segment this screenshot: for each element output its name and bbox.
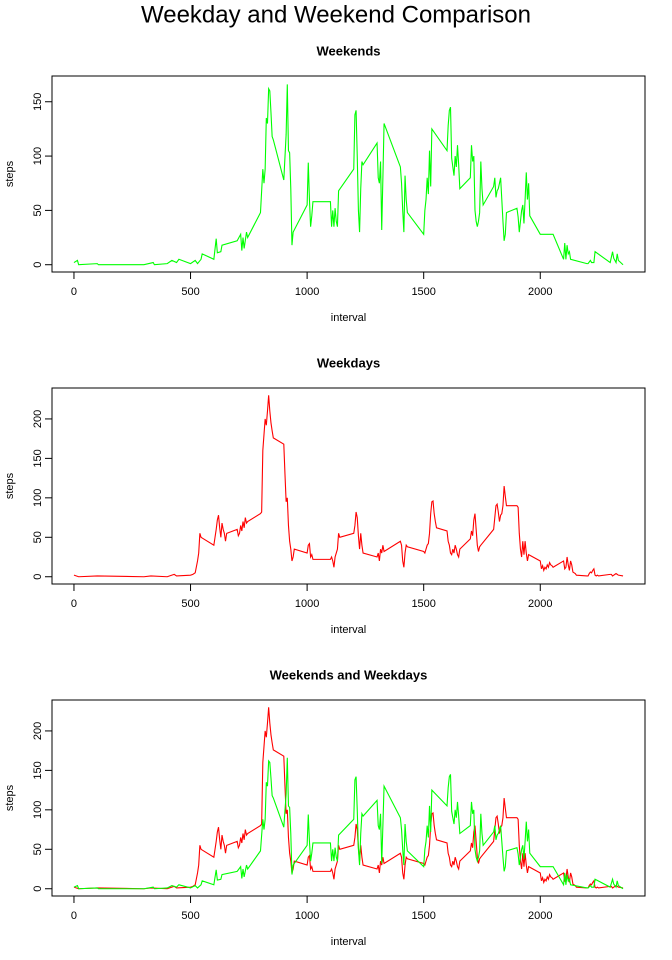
x-tick-label: 1500 [411, 286, 435, 298]
x-tick-label: 2000 [528, 286, 552, 298]
y-tick-label: 100 [32, 489, 44, 507]
x-axis-label: interval [331, 312, 366, 324]
series-line [73, 707, 624, 890]
y-tick-label: 200 [32, 410, 44, 428]
x-axis-label: interval [331, 936, 366, 948]
panel-title: Weekends [316, 43, 380, 58]
x-tick-label: 2000 [528, 598, 552, 610]
y-tick-label: 50 [32, 843, 44, 855]
panel-title: Weekends and Weekdays [270, 667, 428, 682]
main-title: Weekday and Weekend Comparison [141, 1, 531, 28]
x-tick-label: 1000 [295, 286, 319, 298]
x-tick-label: 0 [71, 910, 77, 922]
y-tick-label: 150 [32, 449, 44, 467]
series-line [73, 757, 624, 890]
y-tick-label: 0 [32, 574, 44, 580]
x-tick-label: 2000 [528, 910, 552, 922]
x-tick-label: 0 [71, 286, 77, 298]
panel-title: Weekdays [317, 355, 380, 370]
x-tick-label: 1500 [411, 598, 435, 610]
y-axis-label: steps [4, 160, 16, 187]
y-tick-label: 100 [32, 801, 44, 819]
y-axis-label: steps [4, 784, 16, 811]
series-line [73, 84, 624, 266]
y-tick-label: 0 [32, 262, 44, 268]
x-axis-label: interval [331, 624, 366, 636]
y-tick-label: 50 [32, 531, 44, 543]
plot-box [51, 387, 646, 585]
x-tick-label: 1000 [295, 910, 319, 922]
y-tick-label: 50 [32, 204, 44, 216]
series-line [73, 395, 624, 578]
x-tick-label: 1000 [295, 598, 319, 610]
y-tick-label: 150 [32, 761, 44, 779]
x-tick-label: 0 [71, 598, 77, 610]
x-tick-label: 500 [181, 910, 199, 922]
x-tick-label: 500 [181, 286, 199, 298]
y-tick-label: 100 [32, 147, 44, 165]
y-axis-label: steps [4, 472, 16, 499]
y-tick-label: 0 [32, 886, 44, 892]
y-tick-label: 150 [32, 93, 44, 111]
y-tick-label: 200 [32, 722, 44, 740]
plot-box [51, 75, 646, 273]
x-tick-label: 1500 [411, 910, 435, 922]
plot-box [51, 699, 646, 897]
x-tick-label: 500 [181, 598, 199, 610]
